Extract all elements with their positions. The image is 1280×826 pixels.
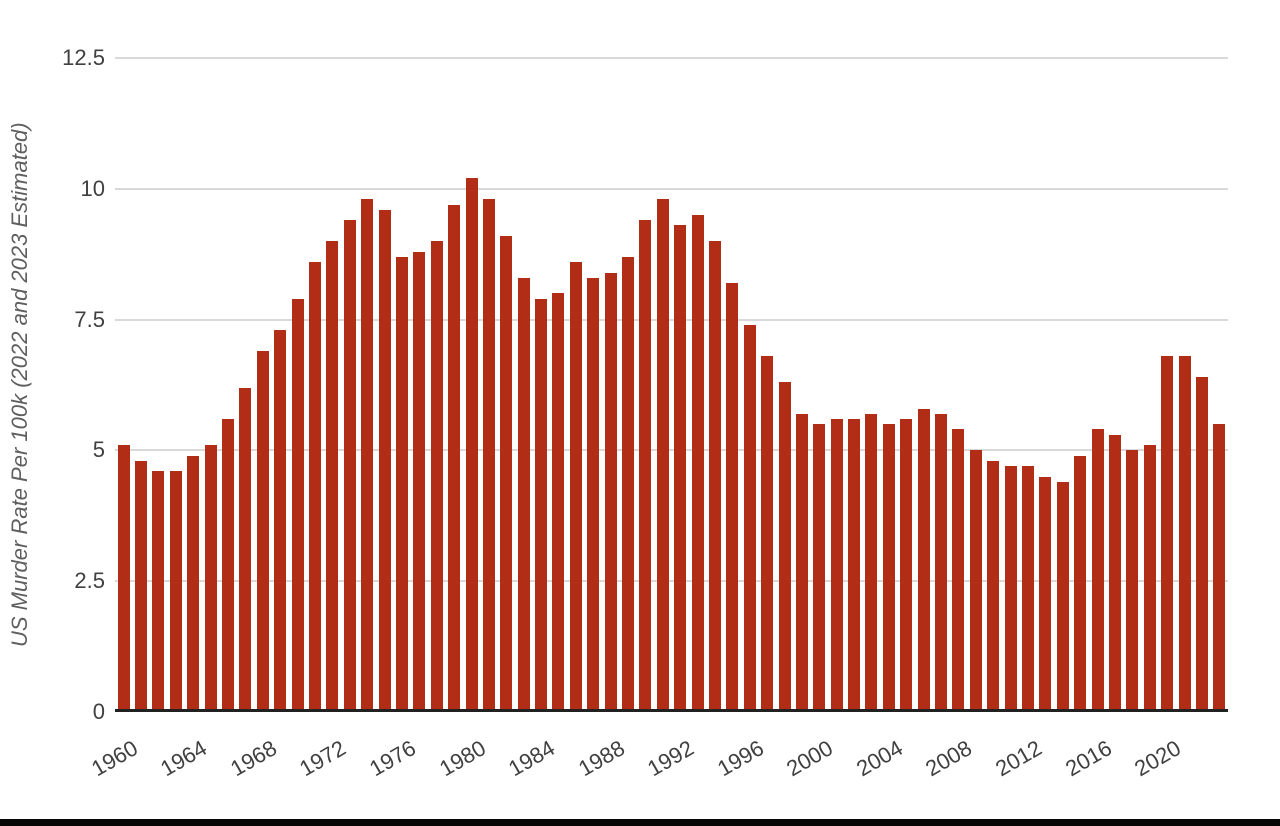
x-tick-label-1988: 1988 [573, 735, 629, 782]
bar-2007[interactable] [935, 413, 948, 710]
bar-1989[interactable] [622, 256, 635, 710]
bar-1993[interactable] [691, 214, 704, 710]
y-tick-label-5: 5 [92, 437, 105, 463]
y-tick-label-2.5: 2.5 [74, 568, 105, 594]
x-tick-label-1972: 1972 [295, 735, 351, 782]
y-tick-label-12.5: 12.5 [62, 45, 105, 70]
bar-2002[interactable] [848, 419, 861, 710]
bar-1999[interactable] [795, 413, 808, 710]
x-tick-label-1968: 1968 [225, 735, 281, 782]
x-tick-label-2000: 2000 [782, 735, 838, 782]
bar-2016[interactable] [1091, 429, 1104, 710]
bar-2003[interactable] [865, 413, 878, 710]
bar-1962[interactable] [152, 471, 165, 710]
bar-2008[interactable] [952, 429, 965, 710]
x-tick-label-1984: 1984 [504, 735, 560, 782]
bar-2023[interactable] [1213, 424, 1226, 710]
bar-2010[interactable] [987, 460, 1000, 710]
gridline-5 [115, 449, 1228, 452]
bar-2012[interactable] [1022, 466, 1034, 710]
x-tick-label-1992: 1992 [643, 735, 699, 782]
bar-1977[interactable] [413, 251, 426, 710]
bar-1992[interactable] [674, 225, 687, 710]
bar-1975[interactable] [378, 209, 391, 710]
bar-1981[interactable] [482, 199, 495, 710]
bar-2006[interactable] [917, 408, 930, 710]
x-tick-label-1976: 1976 [365, 735, 420, 782]
bar-1997[interactable] [761, 356, 774, 710]
bar-1996[interactable] [743, 324, 756, 710]
bar-1968[interactable] [256, 351, 269, 710]
gridline-12.5 [115, 57, 1228, 59]
bar-1979[interactable] [448, 204, 461, 710]
bar-1984[interactable] [535, 298, 548, 710]
bar-2014[interactable] [1056, 481, 1069, 710]
bar-1961[interactable] [135, 460, 148, 710]
bar-2013[interactable] [1039, 476, 1052, 710]
bar-2017[interactable] [1108, 434, 1121, 710]
x-tick-label-2012: 2012 [991, 735, 1046, 782]
y-axis-title: US Murder Rate Per 100k (2022 and 2023 E… [7, 122, 32, 648]
gridline-7.5 [115, 318, 1228, 321]
x-tick-label-1960: 1960 [86, 735, 142, 782]
x-tick-label-2020: 2020 [1130, 735, 1186, 782]
bar-1963[interactable] [169, 471, 182, 710]
bar-1964[interactable] [187, 455, 200, 710]
bar-2019[interactable] [1143, 445, 1156, 710]
x-tick-label-2016: 2016 [1060, 735, 1116, 782]
plot-area [115, 57, 1228, 712]
bar-2005[interactable] [900, 419, 913, 710]
bar-1990[interactable] [639, 220, 652, 710]
bar-2020[interactable] [1161, 356, 1174, 710]
bar-1983[interactable] [517, 277, 530, 710]
y-tick-label-7.5: 7.5 [74, 306, 105, 332]
bar-2022[interactable] [1195, 377, 1208, 710]
bar-1969[interactable] [274, 330, 287, 710]
bar-2001[interactable] [830, 419, 843, 710]
bar-1995[interactable] [726, 282, 739, 710]
x-tick-label-1980: 1980 [434, 735, 490, 782]
bar-1974[interactable] [361, 199, 374, 710]
bar-1976[interactable] [395, 256, 408, 710]
x-axis-baseline [115, 709, 1228, 712]
y-tick-label-0: 0 [92, 699, 105, 724]
bar-1985[interactable] [552, 293, 565, 710]
bar-1986[interactable] [569, 262, 582, 710]
bar-1971[interactable] [308, 262, 321, 710]
bar-2009[interactable] [969, 450, 982, 710]
bar-2015[interactable] [1074, 455, 1087, 710]
bar-1988[interactable] [604, 272, 617, 710]
y-tick-label-10: 10 [80, 175, 105, 201]
bar-1966[interactable] [222, 419, 235, 710]
bar-1965[interactable] [204, 445, 217, 710]
bar-1982[interactable] [500, 235, 513, 710]
bar-1972[interactable] [326, 241, 339, 710]
bar-1967[interactable] [239, 387, 252, 710]
x-tick-label-2008: 2008 [921, 735, 977, 782]
bar-1973[interactable] [343, 220, 356, 710]
bar-2000[interactable] [813, 424, 826, 710]
x-tick-label-1996: 1996 [712, 735, 768, 782]
gridline-10 [115, 187, 1228, 190]
bar-1960[interactable] [117, 445, 130, 710]
bar-2011[interactable] [1004, 466, 1017, 710]
bar-2018[interactable] [1126, 450, 1139, 710]
bar-1987[interactable] [587, 277, 600, 710]
bar-2004[interactable] [882, 424, 895, 710]
bar-1978[interactable] [430, 241, 443, 710]
bar-1991[interactable] [656, 199, 669, 710]
bar-2021[interactable] [1178, 356, 1191, 710]
x-tick-label-2004: 2004 [851, 735, 907, 782]
window-bottom-edge [0, 819, 1280, 826]
bar-1998[interactable] [778, 382, 791, 710]
bar-1980[interactable] [465, 178, 478, 710]
bar-1970[interactable] [291, 298, 304, 710]
bar-1994[interactable] [708, 241, 721, 710]
gridline-2.5 [115, 580, 1228, 583]
x-tick-label-1964: 1964 [156, 735, 212, 782]
